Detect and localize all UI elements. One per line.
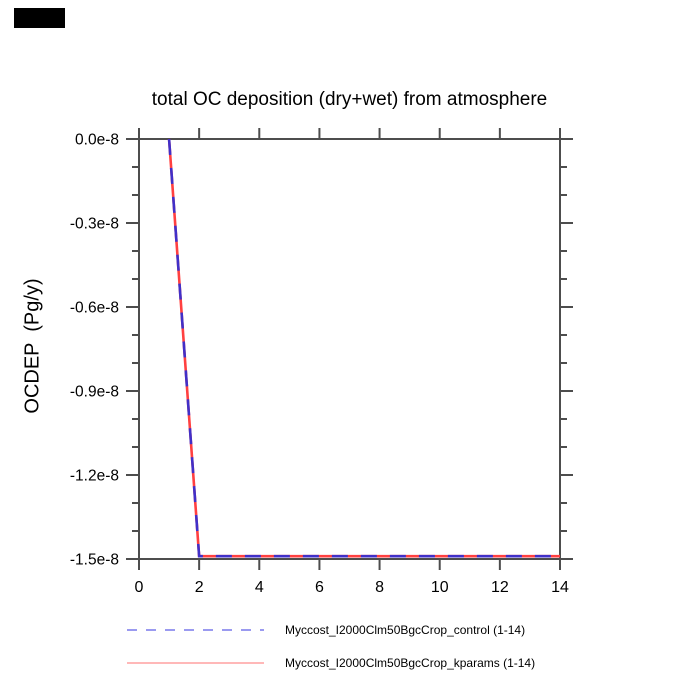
series-line-kparams — [167, 138, 560, 558]
legend-label-kparams: Myccost_I2000Clm50BgcCrop_kparams (1-14) — [285, 656, 536, 670]
y-tick-label: -0.3e-8 — [70, 216, 119, 233]
x-tick-label: 10 — [431, 579, 449, 596]
legend-item-control: Myccost_I2000Clm50BgcCrop_control (1-14) — [0, 622, 700, 638]
x-tick-label: 4 — [255, 579, 264, 596]
corner-black-artifact — [14, 8, 65, 28]
x-tick-label: 8 — [375, 579, 384, 596]
legend-label-control: Myccost_I2000Clm50BgcCrop_control (1-14) — [285, 623, 526, 637]
axis-frame — [138, 138, 561, 560]
legend-item-kparams: Myccost_I2000Clm50BgcCrop_kparams (1-14) — [0, 655, 700, 671]
x-tick-label: 12 — [491, 579, 509, 596]
x-tick-label: 0 — [135, 579, 144, 596]
legend-line-kparams — [127, 662, 264, 664]
x-tick-label: 14 — [551, 579, 569, 596]
y-tick-label: -0.6e-8 — [70, 300, 119, 317]
y-tick-label: -1.2e-8 — [70, 468, 119, 485]
x-tick-label: 6 — [315, 579, 324, 596]
legend-line-control — [127, 629, 264, 631]
y-tick-label: -0.9e-8 — [70, 384, 119, 401]
x-tick-label: 2 — [195, 579, 204, 596]
y-tick-label: 0.0e-8 — [75, 132, 119, 149]
chart-title: total OC deposition (dry+wet) from atmos… — [151, 89, 548, 110]
series-line-control — [167, 138, 560, 558]
y-tick-label: -1.5e-8 — [70, 552, 119, 569]
